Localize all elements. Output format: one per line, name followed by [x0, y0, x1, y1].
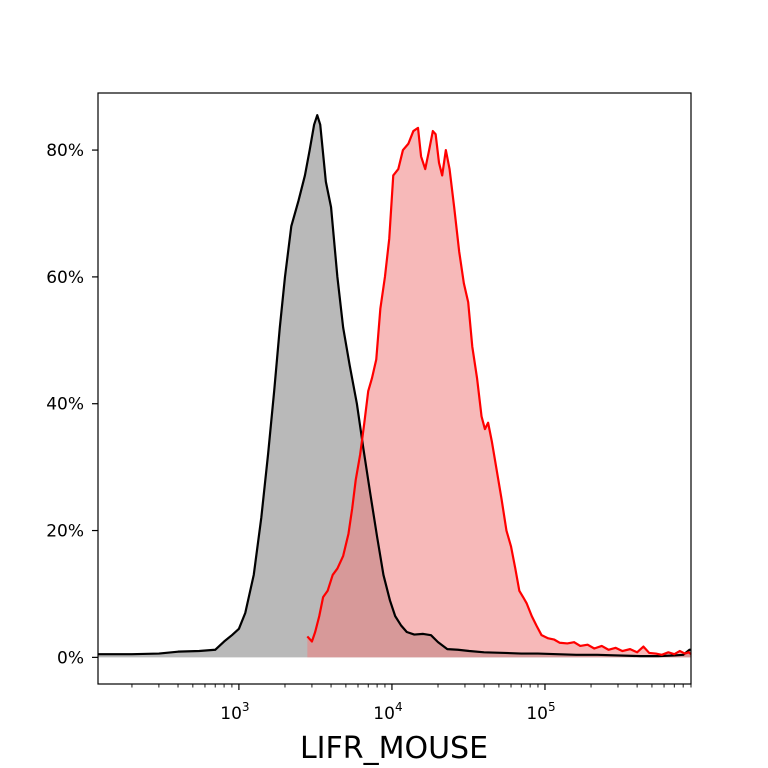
y-axis-ticks: 0% 20% 40% 60% 80% [46, 141, 98, 668]
series-0-line [98, 114, 691, 658]
y-tick-label: 20% [46, 522, 84, 542]
y-tick-label: 40% [46, 395, 84, 415]
series-1-area [307, 127, 691, 658]
x-tick-label: 103 [220, 700, 249, 724]
x-axis-ticks: 103 104 105 [131, 684, 692, 724]
plot-frame [97, 92, 692, 685]
x-tick-label: 105 [526, 700, 555, 724]
x-tick-label: 104 [373, 700, 402, 724]
y-tick-label: 80% [46, 141, 84, 161]
y-tick-label: 60% [46, 268, 84, 288]
y-tick-label: 0% [57, 648, 84, 668]
series-1-line [306, 126, 692, 656]
x-axis-label: LIFR_MOUSE [300, 731, 488, 766]
series-layer [98, 114, 692, 658]
